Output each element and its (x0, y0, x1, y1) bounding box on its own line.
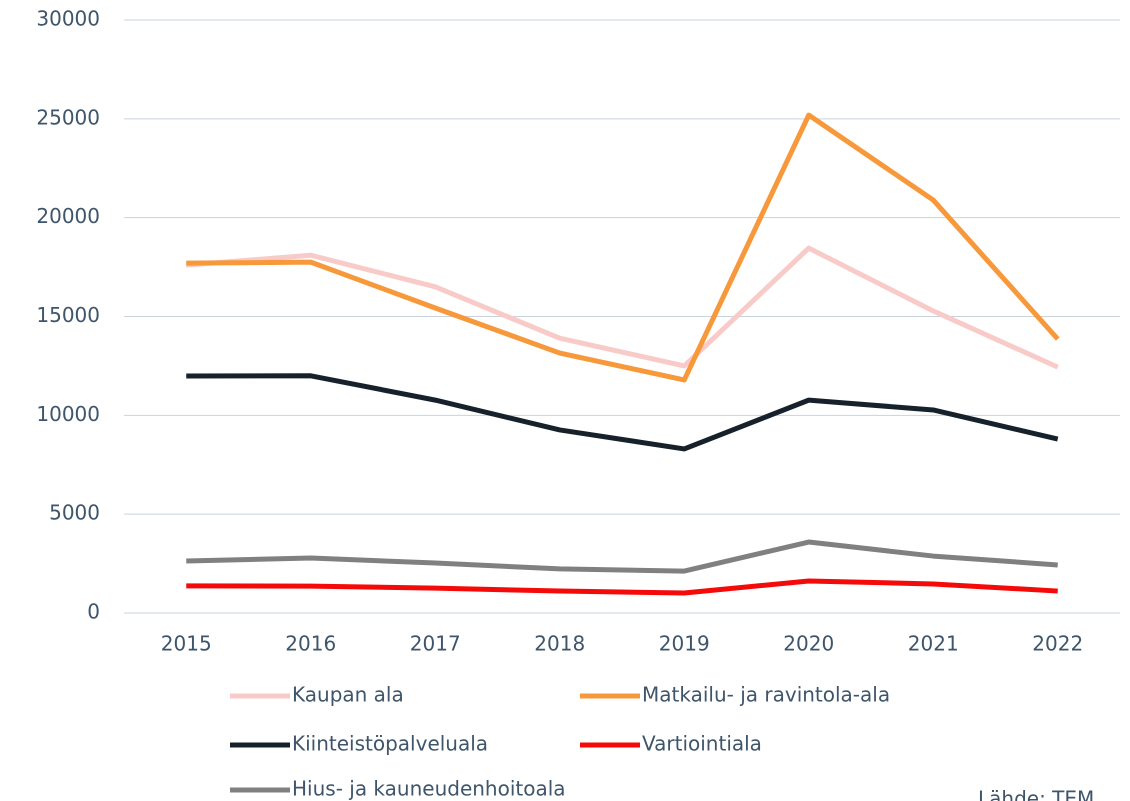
x-tick-label: 2016 (285, 632, 336, 656)
x-tick-label: 2015 (161, 632, 212, 656)
x-tick-label: 2022 (1032, 632, 1083, 656)
legend-label: Kiinteistöpalveluala (292, 732, 488, 756)
x-tick-label: 2019 (659, 632, 710, 656)
y-tick-label: 20000 (36, 204, 100, 228)
y-tick-label: 10000 (36, 402, 100, 426)
x-tick-label: 2017 (410, 632, 461, 656)
legend-label: Vartiointiala (642, 732, 762, 756)
source: Lähde: TEM (978, 787, 1094, 801)
y-tick-label: 25000 (36, 105, 100, 129)
series-line (186, 245, 1059, 370)
legend-label: Hius- ja kauneudenhoitoala (292, 777, 566, 801)
y-tick-label: 30000 (36, 7, 100, 31)
y-tick-label: 15000 (36, 303, 100, 327)
y-tick-label: 0 (87, 600, 100, 624)
series-line (186, 373, 1059, 452)
series-line (186, 539, 1058, 574)
x-tick-label: 2020 (783, 632, 834, 656)
legend-label: Matkailu- ja ravintola-ala (642, 683, 890, 707)
x-tick-label: 2021 (908, 632, 959, 656)
series-line (186, 112, 1060, 383)
y-tick-label: 5000 (49, 501, 100, 525)
legend-label: Kaupan ala (292, 683, 404, 707)
series-line (186, 578, 1058, 596)
x-tick-label: 2018 (534, 632, 585, 656)
